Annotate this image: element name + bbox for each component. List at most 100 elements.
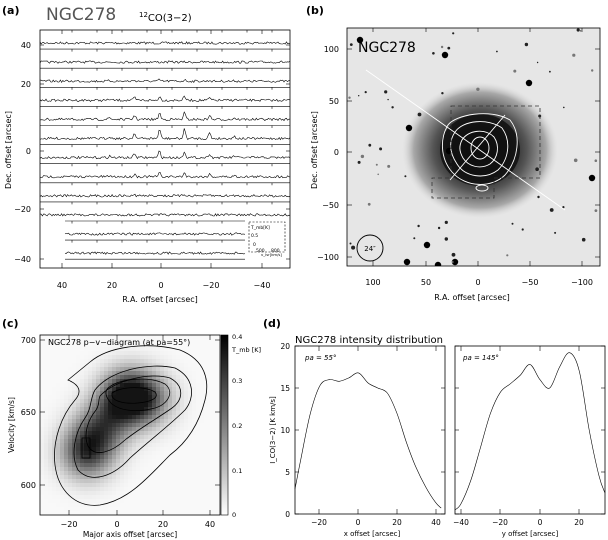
heatmap-cell bbox=[80, 419, 85, 424]
heatmap-cell bbox=[48, 367, 53, 372]
heatmap-cell bbox=[52, 379, 57, 384]
heatmap-cell bbox=[188, 343, 193, 348]
heatmap-cell bbox=[92, 375, 97, 380]
heatmap-cell bbox=[148, 483, 153, 488]
heatmap-cell bbox=[88, 375, 93, 380]
heatmap-cell bbox=[148, 351, 153, 356]
heatmap-cell bbox=[216, 463, 220, 468]
panel-d-right-xlabel: y offset [arcsec] bbox=[502, 530, 559, 538]
heatmap-cell bbox=[60, 383, 65, 388]
heatmap-cell bbox=[108, 419, 113, 424]
heatmap-cell bbox=[196, 431, 201, 436]
heatmap-cell bbox=[88, 379, 93, 384]
heatmap-cell bbox=[128, 431, 133, 436]
heatmap-cell bbox=[140, 495, 145, 500]
heatmap-cell bbox=[72, 371, 77, 376]
heatmap-cell bbox=[64, 343, 69, 348]
heatmap-cell bbox=[96, 387, 101, 392]
heatmap-cell bbox=[108, 403, 113, 408]
heatmap-cell bbox=[96, 435, 101, 440]
heatmap-cell bbox=[184, 467, 189, 472]
heatmap-cell bbox=[60, 359, 65, 364]
heatmap-cell bbox=[216, 355, 220, 360]
spectrum-trace bbox=[39, 193, 291, 198]
heatmap-cell bbox=[56, 415, 61, 420]
heatmap-cell bbox=[76, 455, 81, 460]
field-star bbox=[452, 32, 455, 35]
heatmap-cell bbox=[68, 415, 73, 420]
heatmap-cell bbox=[216, 371, 220, 376]
heatmap-cell bbox=[104, 415, 109, 420]
heatmap-cell bbox=[144, 491, 149, 496]
panel-a: (a) NGC278 12CO(3−2) 40 20 0 −20 −40 40 … bbox=[2, 4, 291, 304]
co-contours bbox=[442, 113, 518, 192]
heatmap-cell bbox=[168, 499, 173, 504]
heatmap-cell bbox=[156, 395, 161, 400]
heatmap-cell bbox=[164, 427, 169, 432]
heatmap-cell bbox=[200, 447, 205, 452]
heatmap-cell bbox=[136, 503, 141, 508]
heatmap-cell bbox=[56, 339, 61, 344]
heatmap-cell bbox=[152, 419, 157, 424]
heatmap-cell bbox=[156, 459, 161, 464]
heatmap-cell bbox=[208, 499, 213, 504]
heatmap-cell bbox=[196, 467, 201, 472]
heatmap-cell bbox=[112, 391, 117, 396]
heatmap-cell bbox=[204, 487, 209, 492]
heatmap-cell bbox=[152, 423, 157, 428]
heatmap-cell bbox=[48, 379, 53, 384]
heatmap-cell bbox=[48, 503, 53, 508]
heatmap-cell bbox=[200, 371, 205, 376]
heatmap-cell bbox=[44, 471, 49, 476]
heatmap-cell bbox=[76, 511, 81, 515]
heatmap-cell bbox=[204, 355, 209, 360]
heatmap-cell bbox=[48, 391, 53, 396]
heatmap-cell bbox=[64, 427, 69, 432]
heatmap-cell bbox=[124, 371, 129, 376]
heatmap-cell bbox=[76, 371, 81, 376]
heatmap-cell bbox=[204, 503, 209, 508]
heatmap-cell bbox=[168, 491, 173, 496]
heatmap-cell bbox=[152, 459, 157, 464]
heatmap-cell bbox=[156, 447, 161, 452]
heatmap-cell bbox=[44, 511, 49, 515]
heatmap-cell bbox=[56, 483, 61, 488]
heatmap-cell bbox=[116, 395, 121, 400]
heatmap-cell bbox=[48, 475, 53, 480]
heatmap-cell bbox=[84, 427, 89, 432]
heatmap-cell bbox=[148, 431, 153, 436]
panel-b-xtick: −100 bbox=[571, 278, 593, 287]
heatmap-cell bbox=[44, 367, 49, 372]
heatmap-cell bbox=[44, 447, 49, 452]
heatmap-cell bbox=[176, 439, 181, 444]
heatmap-cell bbox=[116, 487, 121, 492]
heatmap-cell bbox=[144, 339, 149, 344]
heatmap-cell bbox=[176, 403, 181, 408]
heatmap-cell bbox=[208, 423, 213, 428]
heatmap-cell bbox=[212, 339, 217, 344]
heatmap-cell bbox=[212, 359, 217, 364]
heatmap-cell bbox=[176, 407, 181, 412]
heatmap-cell bbox=[92, 491, 97, 496]
heatmap-cell bbox=[80, 415, 85, 420]
heatmap-cell bbox=[132, 459, 137, 464]
heatmap-cell bbox=[76, 499, 81, 504]
heatmap-cell bbox=[104, 383, 109, 388]
heatmap-cell bbox=[124, 419, 129, 424]
heatmap-cell bbox=[88, 407, 93, 412]
heatmap-cell bbox=[96, 511, 101, 515]
panel-d-ytick: 10 bbox=[280, 426, 290, 435]
heatmap-cell bbox=[184, 511, 189, 515]
heatmap-cell bbox=[116, 451, 121, 456]
heatmap-cell bbox=[124, 443, 129, 448]
heatmap-cell bbox=[80, 463, 85, 468]
heatmap-cell bbox=[184, 483, 189, 488]
heatmap-cell bbox=[192, 503, 197, 508]
heatmap-cell bbox=[136, 419, 141, 424]
heatmap-cell bbox=[104, 479, 109, 484]
heatmap-cell bbox=[64, 503, 69, 508]
heatmap-cell bbox=[124, 467, 129, 472]
heatmap-cell bbox=[40, 415, 45, 420]
heatmap-cell bbox=[204, 491, 209, 496]
heatmap-cell bbox=[96, 359, 101, 364]
